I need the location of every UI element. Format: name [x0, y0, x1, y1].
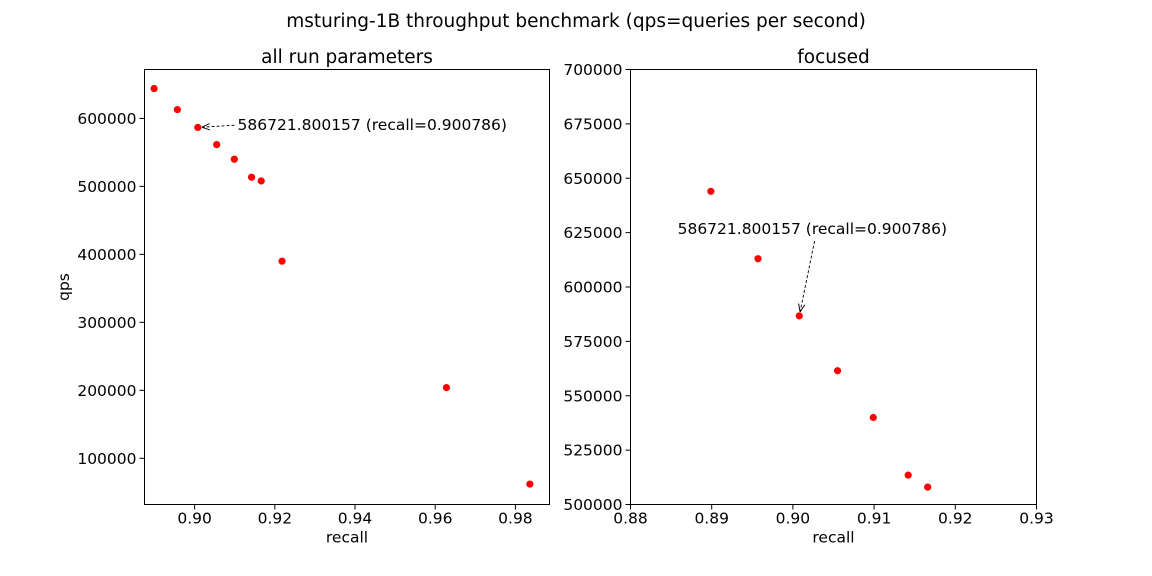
x-tick-label: 0.91 — [857, 510, 892, 528]
y-tick-label: 200000 — [77, 382, 136, 400]
x-tick-label: 0.92 — [258, 510, 293, 528]
data-point — [213, 141, 221, 149]
data-point — [795, 312, 803, 320]
data-point — [924, 483, 932, 491]
y-tick-label: 550000 — [563, 387, 622, 405]
data-point — [247, 173, 256, 181]
x-tick-label: 0.89 — [694, 510, 729, 528]
data-point — [526, 480, 534, 488]
y-tick-label: 600000 — [563, 279, 622, 297]
y-tick-label: 625000 — [563, 224, 622, 242]
data-point — [754, 255, 762, 263]
y-tick-label: 525000 — [563, 442, 622, 460]
y-tick-label: 600000 — [77, 110, 136, 128]
chart-left-all-run-parameters: all run parameters 0.90 0.92 0.94 0.96 0.98 10… — [55, 47, 550, 547]
x-tick-label: 0.94 — [338, 510, 373, 528]
data-point — [707, 187, 715, 195]
y-tick-label: 500000 — [77, 178, 136, 196]
y-tick-label: 100000 — [77, 450, 136, 468]
x-tick-label: 0.98 — [498, 510, 533, 528]
annotation-arrow — [202, 125, 235, 127]
data-point — [257, 177, 265, 185]
data-point — [833, 367, 842, 375]
annotation-arrow — [800, 240, 816, 312]
axes-frame — [144, 69, 550, 505]
x-tick-label: 0.88 — [613, 510, 648, 528]
x-axis-label: recall — [326, 529, 368, 547]
y-tick-label: 700000 — [563, 61, 622, 79]
y-tick-label: 650000 — [563, 170, 622, 188]
x-tick-label: 0.90 — [177, 510, 212, 528]
data-point — [869, 413, 877, 422]
y-tick-label: 575000 — [563, 333, 622, 351]
data-point — [150, 84, 158, 93]
x-tick-label: 0.90 — [776, 510, 811, 528]
x-axis-label: recall — [812, 529, 854, 547]
data-point — [230, 155, 238, 163]
data-point — [194, 123, 202, 132]
chart-title: focused — [797, 47, 870, 68]
axes-frame — [630, 69, 1037, 505]
x-tick-label: 0.96 — [418, 510, 453, 528]
data-point — [278, 257, 286, 265]
y-tick-label: 675000 — [563, 115, 622, 133]
y-tick-label: 300000 — [77, 314, 136, 332]
data-point — [904, 471, 912, 479]
y-axis-label: qps — [55, 273, 73, 301]
annotation-label: 586721.800157 (recall=0.900786) — [678, 220, 947, 238]
annotation-label: 586721.800157 (recall=0.900786) — [238, 116, 507, 134]
data-point — [173, 106, 181, 114]
chart-title: all run parameters — [261, 47, 433, 68]
data-point — [442, 383, 451, 392]
x-tick-label: 0.92 — [938, 510, 973, 528]
chart-right-focused: focused 0.88 0.89 0.90 0.91 0.92 0.93 500000 525… — [563, 47, 1053, 547]
x-tick-label: 0.93 — [1019, 510, 1054, 528]
figure-title: msturing-1B throughput benchmark (qps=qu… — [286, 11, 866, 32]
y-tick-label: 500000 — [563, 496, 622, 514]
y-tick-label: 400000 — [77, 246, 136, 264]
